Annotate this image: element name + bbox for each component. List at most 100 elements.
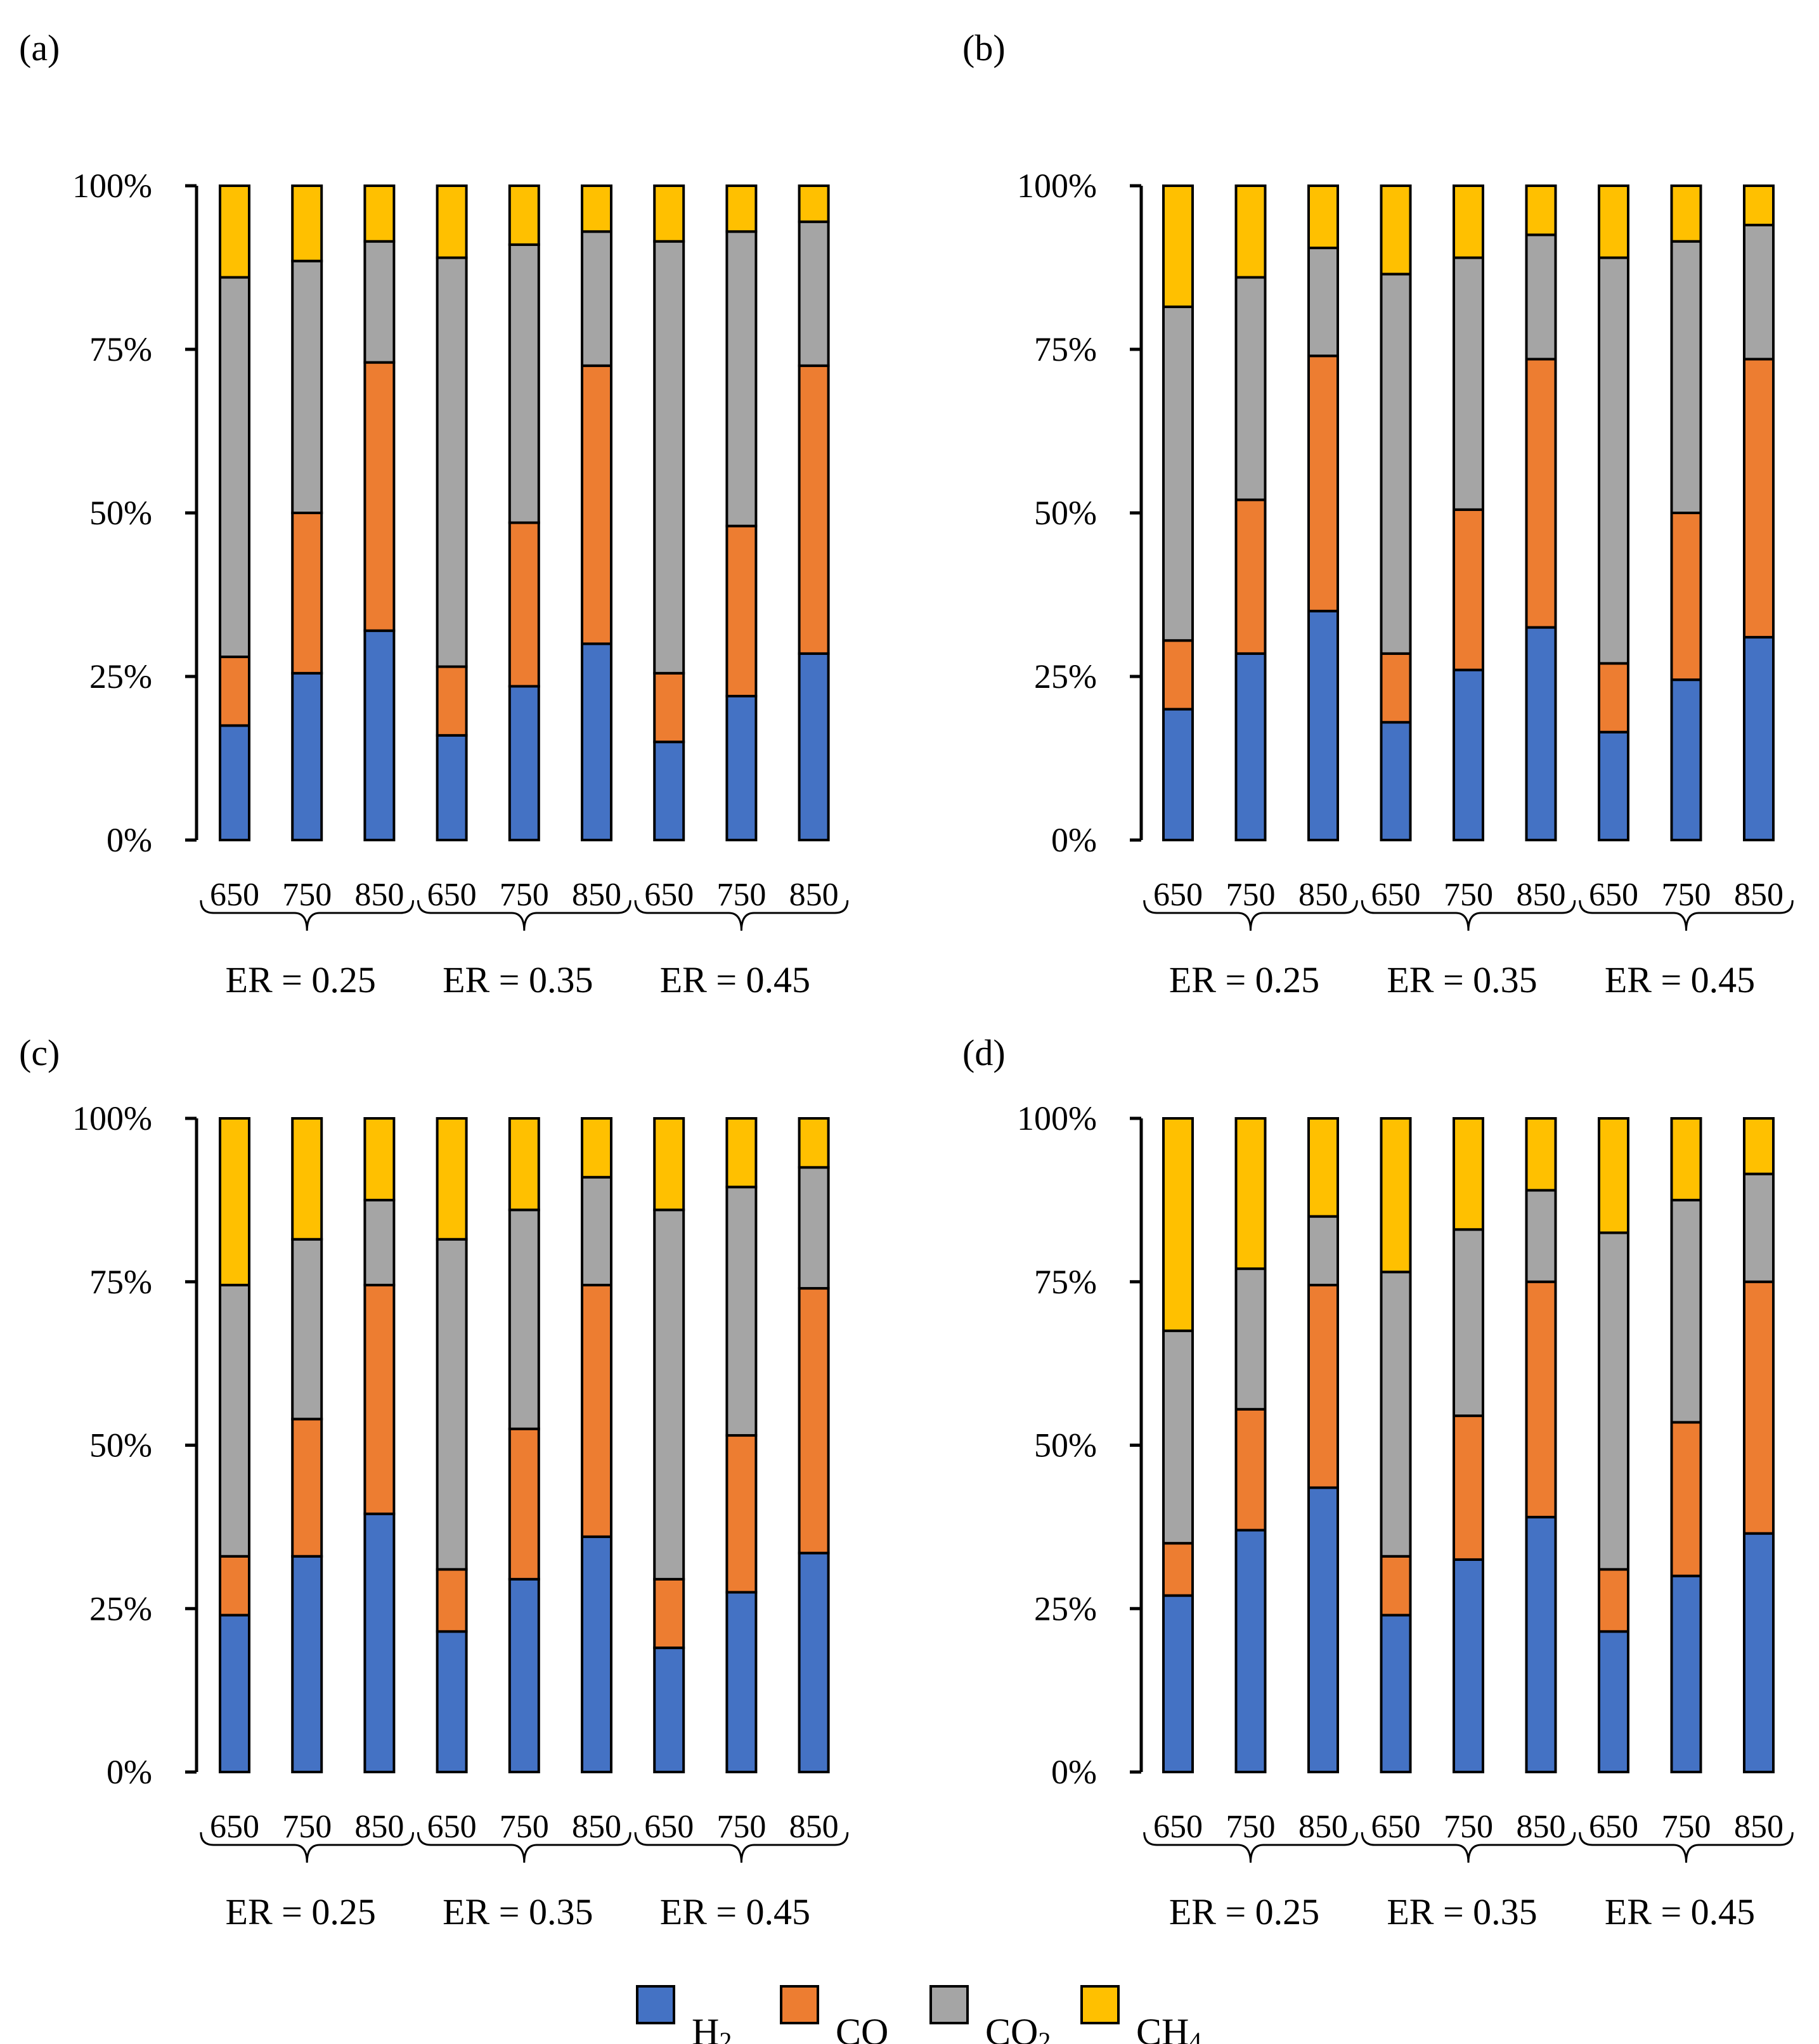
- bar-segment-h2: [1670, 1574, 1702, 1773]
- bar-segment-ch4: [436, 1117, 468, 1241]
- bar-segment-co: [653, 671, 685, 744]
- y-tick-label: 100%: [1017, 167, 1097, 205]
- panel-label: (b): [962, 27, 1006, 68]
- bar-segment-co: [1162, 1542, 1194, 1597]
- bar-segment-co2: [725, 230, 758, 527]
- y-tick-label: 0%: [107, 1753, 152, 1791]
- bar-segment-ch4: [798, 184, 830, 223]
- group-brace: [634, 900, 849, 931]
- group-brace: [1143, 1832, 1358, 1863]
- bar-segment-ch4: [1307, 184, 1339, 250]
- bar-segment-h2: [508, 1577, 540, 1773]
- group-brace: [1143, 900, 1358, 931]
- bar-segment-h2: [1743, 1532, 1775, 1774]
- legend-swatch: [636, 1985, 675, 2024]
- group-label: ER = 0.35: [1387, 959, 1537, 1000]
- bar-segment-co2: [219, 1283, 250, 1558]
- panel-label: (d): [962, 1032, 1006, 1073]
- legend-label: H2: [692, 2011, 732, 2044]
- bar-segment-ch4: [508, 1117, 540, 1212]
- bar-segment-ch4: [725, 184, 758, 233]
- group-label: ER = 0.25: [1169, 1891, 1319, 1932]
- bar-segment-ch4: [219, 1117, 250, 1286]
- bar-segment-co: [1162, 639, 1194, 711]
- y-tick-label: 50%: [1034, 1426, 1097, 1465]
- bar-segment-ch4: [1234, 1117, 1267, 1271]
- bar-segment-co: [1743, 1280, 1775, 1535]
- bar-segment-h2: [1162, 708, 1194, 841]
- bar-segment-co: [798, 1287, 830, 1555]
- category-label: 850: [1298, 877, 1348, 913]
- category-label: 650: [1589, 1809, 1638, 1845]
- bar-segment-co2: [1743, 1172, 1775, 1283]
- category-label: 750: [716, 1809, 766, 1845]
- bar-segment-co: [1453, 1414, 1484, 1561]
- bar-segment-co: [1453, 508, 1484, 671]
- bar-segment-co: [725, 1434, 758, 1594]
- bar-segment-ch4: [363, 1117, 396, 1201]
- category-label: 850: [572, 877, 621, 913]
- bar-segment-co2: [1162, 305, 1194, 642]
- bar-segment-co2: [581, 1175, 612, 1286]
- bar-segment-co2: [1307, 1215, 1339, 1286]
- bar-segment-ch4: [1380, 1117, 1412, 1274]
- category-label: 750: [1444, 1809, 1493, 1845]
- bar-segment-ch4: [1162, 1117, 1194, 1333]
- bar-segment-co2: [1525, 1189, 1557, 1283]
- legend-swatch: [1080, 1985, 1120, 2024]
- bar-segment-co2: [1525, 233, 1557, 361]
- y-tick-label: 0%: [107, 821, 152, 859]
- category-label: 850: [354, 1809, 404, 1845]
- category-label: 850: [354, 877, 404, 913]
- bar-segment-ch4: [436, 184, 468, 259]
- bar-segment-h2: [1380, 1614, 1412, 1774]
- y-tick-label: 75%: [1034, 330, 1097, 368]
- legend-label: CH4: [1136, 2011, 1201, 2044]
- category-label: 850: [789, 1809, 839, 1845]
- bar-segment-co2: [1743, 223, 1775, 361]
- bar-segment-co2: [363, 1198, 396, 1286]
- bar-segment-ch4: [1453, 184, 1484, 259]
- bar-segment-h2: [725, 694, 758, 841]
- bar-segment-h2: [1234, 652, 1267, 841]
- bar-segment-h2: [725, 1591, 758, 1774]
- bar-segment-co2: [725, 1186, 758, 1437]
- bar-segment-co2: [581, 230, 612, 367]
- bar-segment-co: [725, 524, 758, 697]
- bar-segment-ch4: [1453, 1117, 1484, 1231]
- bar-segment-ch4: [725, 1117, 758, 1189]
- bar-segment-h2: [219, 724, 250, 842]
- legend-swatch: [780, 1985, 819, 2024]
- bar-segment-h2: [1234, 1529, 1267, 1774]
- y-tick-label: 25%: [89, 1589, 152, 1627]
- category-label: 750: [1226, 877, 1276, 913]
- category-label: 850: [1517, 1809, 1566, 1845]
- y-tick-label: 75%: [1034, 1263, 1097, 1301]
- bar-segment-co: [1307, 1283, 1339, 1489]
- bar-segment-ch4: [1234, 184, 1267, 279]
- category-label: 750: [500, 877, 549, 913]
- bar-segment-co: [1525, 358, 1557, 629]
- bar-segment-co: [581, 1283, 612, 1538]
- bar-segment-ch4: [1162, 184, 1194, 308]
- bar-segment-ch4: [508, 184, 540, 246]
- bar-segment-co: [291, 1418, 323, 1558]
- bar-segment-h2: [436, 734, 468, 841]
- bar-segment-co: [508, 521, 540, 688]
- bar-segment-co2: [436, 1238, 468, 1571]
- group-label: ER = 0.25: [226, 959, 376, 1000]
- bar-segment-co: [1307, 354, 1339, 612]
- panel-label: (a): [19, 27, 60, 68]
- bar-segment-co2: [653, 1208, 685, 1581]
- group-brace: [200, 900, 414, 931]
- category-label: 750: [282, 877, 332, 913]
- bar-segment-co2: [1453, 1228, 1484, 1418]
- bar-segment-co: [363, 1283, 396, 1515]
- legend-label: CO2: [985, 2011, 1051, 2044]
- category-label: 850: [1734, 877, 1783, 913]
- bar-segment-ch4: [1380, 184, 1412, 276]
- group-brace: [200, 1832, 414, 1863]
- bar-segment-ch4: [1598, 184, 1629, 259]
- bar-segment-co: [1743, 358, 1775, 639]
- group-brace: [1579, 1832, 1794, 1863]
